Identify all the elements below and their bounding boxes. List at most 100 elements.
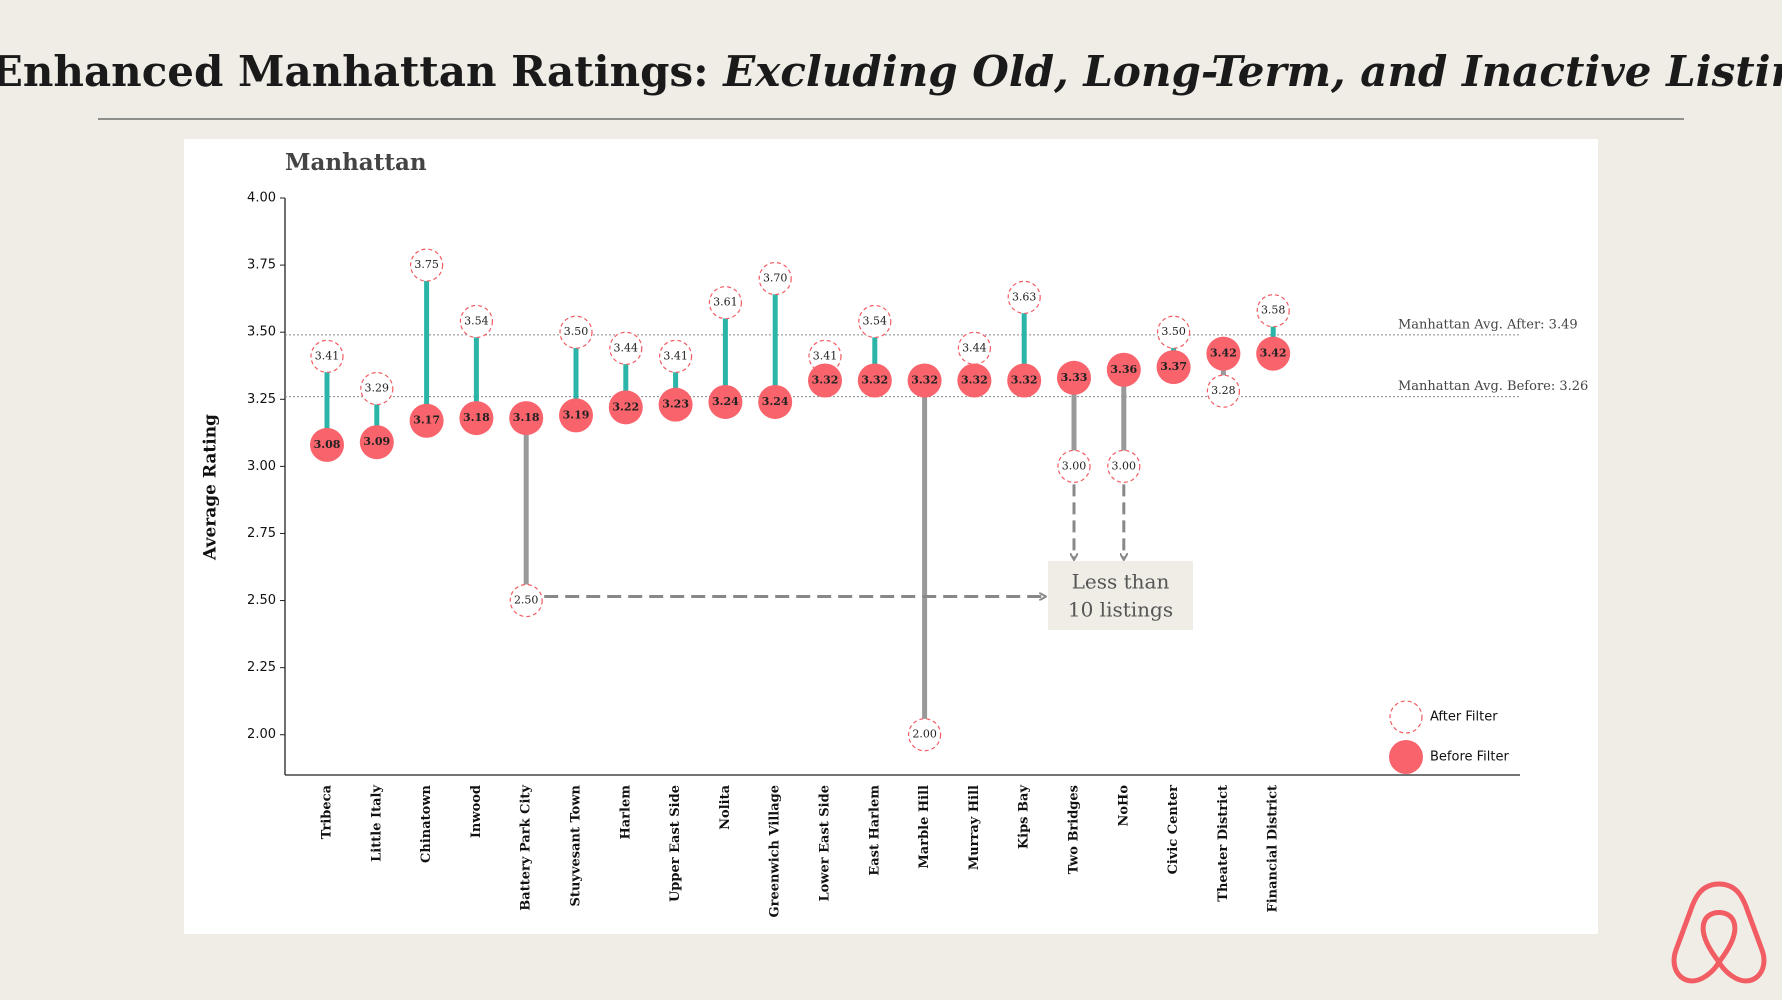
after-marker <box>658 339 693 373</box>
y-tick-label: 3.00 <box>247 459 276 474</box>
before-marker <box>957 363 992 398</box>
x-tick-label: NoHo <box>1116 785 1131 827</box>
before-value-label: 3.09 <box>363 435 390 448</box>
after-value-label: 3.61 <box>713 296 738 309</box>
after-value-label: 3.44 <box>614 341 639 354</box>
before-marker <box>310 427 344 462</box>
after-marker <box>1007 280 1041 314</box>
legend-label: Before Filter <box>1430 750 1509 765</box>
y-tick-label: 2.00 <box>247 727 276 742</box>
after-value-label: 3.28 <box>1211 384 1236 397</box>
after-marker <box>1107 449 1141 483</box>
title-main: #3 Enhanced Manhattan Ratings: <box>0 47 723 96</box>
x-tick-label: Murray Hill <box>967 785 982 870</box>
after-marker <box>907 718 942 752</box>
before-value-label: 3.17 <box>413 414 440 427</box>
before-value-label: 3.18 <box>513 411 540 424</box>
x-tick-label: Nolita <box>718 784 733 829</box>
before-marker <box>907 363 942 398</box>
annotation-text: Less than <box>1072 570 1170 594</box>
after-marker <box>410 248 444 282</box>
slide-title: #3 Enhanced Manhattan Ratings: Excluding… <box>0 47 1782 96</box>
after-marker <box>1256 294 1290 328</box>
after-value-label: 3.70 <box>763 272 788 285</box>
after-value-label: 3.75 <box>414 258 439 271</box>
y-tick-label: 2.50 <box>247 593 276 608</box>
before-marker <box>509 401 544 436</box>
title-emphasis: Excluding Old, Long-Term, and Inactive L… <box>722 47 1782 96</box>
x-tick-label: Theater District <box>1216 785 1231 902</box>
annotation-text: 10 listings <box>1068 598 1173 622</box>
after-marker <box>1206 374 1241 408</box>
after-marker <box>509 583 543 618</box>
after-value-label: 3.41 <box>813 349 838 362</box>
after-marker <box>310 339 344 373</box>
after-value-label: 2.00 <box>912 728 937 741</box>
after-marker <box>559 315 593 349</box>
before-marker <box>409 403 444 438</box>
before-value-label: 3.24 <box>762 395 789 408</box>
x-tick-label: Greenwich Village <box>768 785 783 917</box>
before-value-label: 3.18 <box>463 411 490 424</box>
before-value-label: 3.32 <box>1011 373 1038 386</box>
x-tick-label: Civic Center <box>1166 785 1181 875</box>
x-tick-label: East Harlem <box>867 785 882 876</box>
y-axis-label: Average Rating <box>201 414 221 561</box>
before-value-label: 3.36 <box>1110 363 1137 376</box>
before-marker <box>459 401 494 436</box>
after-value-label: 3.58 <box>1261 304 1286 317</box>
after-value-label: 3.00 <box>1062 459 1087 472</box>
before-marker <box>359 425 394 460</box>
before-value-label: 3.23 <box>662 398 689 411</box>
before-marker <box>1156 350 1191 385</box>
after-value-label: 3.50 <box>564 325 589 338</box>
x-tick-label: Lower East Side <box>818 785 833 902</box>
after-value-label: 3.29 <box>365 382 390 395</box>
after-marker <box>1156 315 1191 349</box>
before-value-label: 3.42 <box>1210 347 1237 360</box>
before-marker <box>1057 360 1091 395</box>
y-tick-label: 4.00 <box>247 191 276 206</box>
after-value-label: 3.00 <box>1112 459 1137 472</box>
y-tick-label: 3.25 <box>247 392 276 407</box>
y-tick-label: 3.50 <box>247 325 276 340</box>
legend-marker <box>1389 700 1423 734</box>
x-tick-label: Battery Park City <box>519 785 534 911</box>
x-tick-label: Little Italy <box>369 785 384 862</box>
x-tick-label: Harlem <box>618 785 633 840</box>
legend-label: After Filter <box>1430 710 1498 725</box>
before-marker <box>1256 336 1291 371</box>
annotation-box <box>1048 561 1193 630</box>
x-tick-label: Chinatown <box>419 784 434 862</box>
reference-label: Manhattan Avg. Before: 3.26 <box>1398 379 1588 394</box>
before-marker <box>808 363 842 398</box>
x-tick-label: Upper East Side <box>668 785 683 902</box>
after-value-label: 3.44 <box>962 341 987 354</box>
before-value-label: 3.37 <box>1160 360 1187 373</box>
after-value-label: 3.54 <box>863 314 888 327</box>
before-value-label: 3.32 <box>961 373 988 386</box>
before-value-label: 3.19 <box>563 408 590 421</box>
chart-panel <box>184 139 1598 934</box>
after-marker <box>708 286 743 320</box>
y-tick-label: 3.75 <box>247 258 276 273</box>
before-marker <box>708 384 743 419</box>
y-tick-label: 2.25 <box>247 660 276 675</box>
after-marker <box>360 371 394 406</box>
before-marker <box>608 390 643 425</box>
airbnb-logo <box>1671 881 1767 984</box>
legend-marker <box>1389 740 1423 774</box>
after-marker <box>858 304 892 339</box>
after-marker <box>758 261 792 296</box>
before-marker <box>1106 352 1141 387</box>
after-value-label: 3.41 <box>663 349 688 362</box>
x-tick-label: Stuyvesant Town <box>569 784 584 906</box>
before-marker <box>559 398 593 433</box>
before-marker <box>1206 336 1241 371</box>
after-marker <box>1057 449 1091 483</box>
chart-title: Manhattan <box>285 149 427 176</box>
before-marker <box>758 384 793 419</box>
before-value-label: 3.42 <box>1260 347 1287 360</box>
y-tick-label: 2.75 <box>247 526 276 541</box>
